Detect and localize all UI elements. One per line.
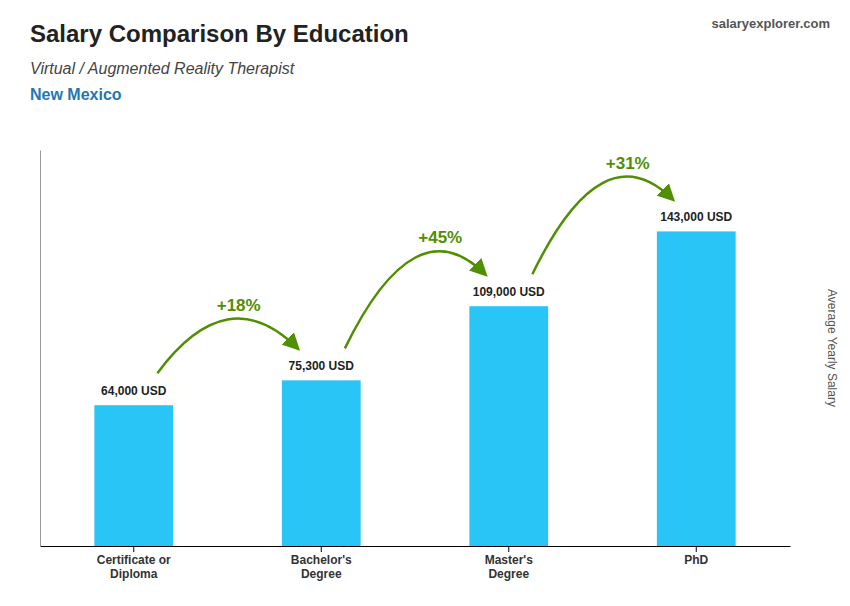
pct-arrow <box>532 177 672 275</box>
x-axis: Certificate orDiplomaBachelor'sDegreeMas… <box>41 546 791 581</box>
source: salaryexplorer.com <box>711 16 830 31</box>
x-tick: Bachelor'sDegree <box>291 546 352 581</box>
x-tick-mark <box>696 546 697 552</box>
y-axis-line <box>40 151 41 547</box>
x-tick-mark <box>321 546 322 552</box>
x-axis-line <box>41 546 791 547</box>
x-tick: PhD <box>684 546 708 567</box>
pct-arrow <box>157 319 297 374</box>
data-label: 64,000 USD <box>101 384 167 398</box>
data-label: 75,300 USD <box>289 359 355 373</box>
chart: Salary Comparison By Education Virtual / … <box>0 0 850 606</box>
x-tick-label: PhD <box>684 553 708 567</box>
annotations: +18% +45% +31% <box>157 154 672 374</box>
pct-label: +18% <box>217 296 261 315</box>
x-tick-label-line: Degree <box>301 567 342 581</box>
bar <box>469 306 548 546</box>
x-tick-label-line: Certificate or <box>97 553 171 567</box>
titles: Salary Comparison By Education Virtual / … <box>30 16 830 103</box>
plot: Certificate orDiplomaBachelor'sDegreeMas… <box>41 151 791 581</box>
x-tick-label-line: Diploma <box>110 567 158 581</box>
x-tick-label-line: PhD <box>684 553 708 567</box>
x-tick-label: Certificate orDiploma <box>97 553 171 581</box>
subtitle: New Mexico <box>30 86 122 103</box>
x-tick: Certificate orDiploma <box>97 546 171 581</box>
data-label: 143,000 USD <box>660 210 732 224</box>
pct-label: +31% <box>606 154 650 173</box>
bars <box>94 231 735 546</box>
bar <box>657 231 736 546</box>
x-tick-label: Bachelor'sDegree <box>291 553 352 581</box>
x-tick-label: Master'sDegree <box>485 553 534 581</box>
pct-label: +45% <box>418 228 462 247</box>
bar <box>94 405 173 546</box>
title: Salary Comparison By Education <box>30 20 409 47</box>
subtitle: Virtual / Augmented Reality Therapist <box>30 60 295 77</box>
x-tick-mark <box>508 546 509 552</box>
pct-arrow <box>345 251 485 348</box>
data-label: 109,000 USD <box>473 285 545 299</box>
bar <box>282 380 361 546</box>
x-tick-mark <box>133 546 134 552</box>
x-tick-label-line: Degree <box>488 567 529 581</box>
y-axis-title: Average Yearly Salary <box>825 289 839 407</box>
data-labels: 64,000 USD 75,300 USD 109,000 USD 143,000 U… <box>101 210 733 398</box>
x-tick: Master'sDegree <box>485 546 534 581</box>
x-tick-label-line: Bachelor's <box>291 553 352 567</box>
x-tick-label-line: Master's <box>485 553 534 567</box>
y-axis <box>40 151 41 547</box>
